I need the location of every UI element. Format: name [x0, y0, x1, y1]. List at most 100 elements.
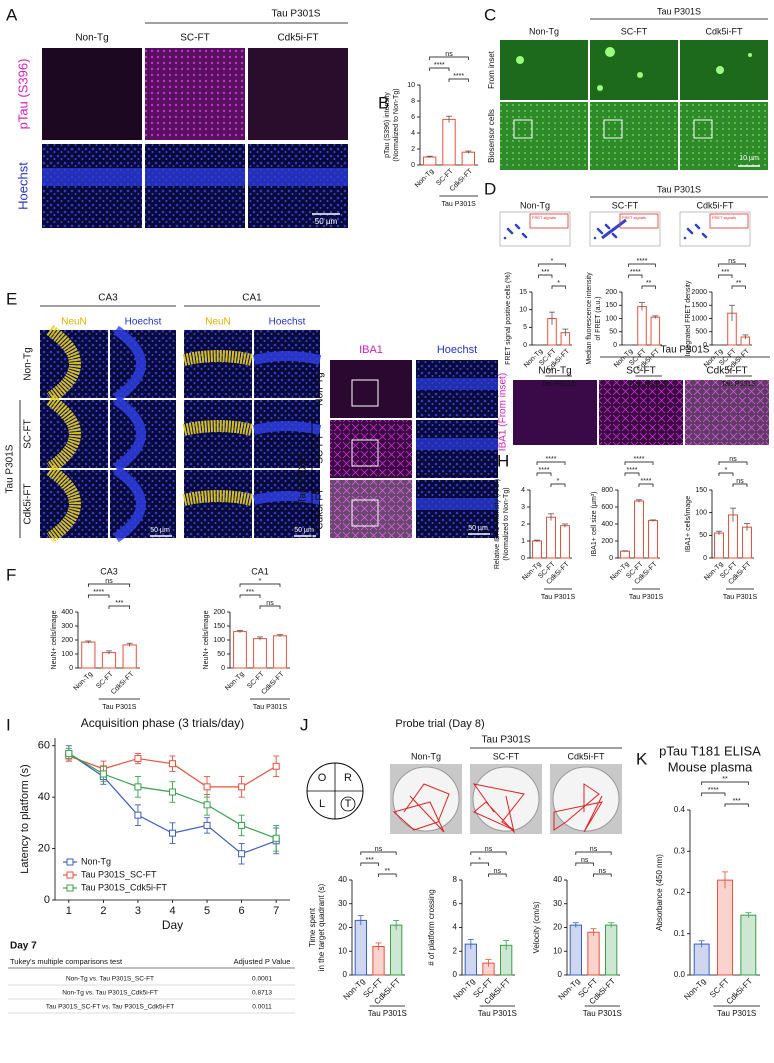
significance-bracket	[575, 862, 594, 866]
image	[42, 48, 142, 140]
group-label: Tau P301S	[723, 594, 758, 601]
label: Tau P301S	[298, 454, 309, 503]
bar	[532, 540, 542, 559]
y-tick-label: 30	[553, 899, 562, 908]
pool	[392, 766, 460, 832]
label: Non-Tg	[538, 366, 571, 377]
y-tick-label: 8	[453, 875, 458, 884]
label: 50 µm	[315, 217, 338, 226]
y-axis-label: (Normalized to Non-Tg)	[503, 487, 510, 560]
bar	[605, 924, 618, 976]
inset-box	[513, 119, 533, 139]
hoechst-layer	[252, 491, 322, 505]
significance-bracket	[448, 78, 469, 82]
y-tick-label: 0.2	[674, 888, 686, 897]
swim-path	[553, 783, 604, 833]
panel-letter: J	[300, 715, 309, 734]
y-tick-label: 100	[213, 637, 225, 644]
label: Hoechst	[15, 162, 30, 210]
bar	[273, 635, 287, 669]
y-tick-label: 400	[61, 609, 73, 616]
y-tick-label: 50	[217, 651, 225, 658]
significance-label: ns	[494, 868, 502, 875]
label: 50 µm	[294, 527, 314, 534]
point	[238, 850, 246, 858]
y-tick-label: 200	[213, 609, 225, 616]
label: Cdk5i-FT	[706, 366, 747, 377]
neun-layer	[182, 490, 254, 506]
y-tick-label: 150	[695, 487, 707, 494]
image	[184, 330, 252, 398]
y-tick-label: 600	[601, 504, 613, 511]
y-tick-label: 10	[407, 82, 415, 89]
y-tick-label: 3	[521, 504, 525, 511]
image	[590, 102, 678, 170]
neun-layer	[46, 465, 81, 543]
y-tick-label: 8	[411, 98, 415, 105]
panel-letter: A	[6, 5, 18, 24]
image	[254, 400, 320, 468]
y-tick-label: 150	[213, 623, 225, 630]
gate-box	[709, 213, 749, 229]
y-tick-label: 800	[601, 487, 613, 494]
label: SC-FT	[626, 366, 655, 377]
y-tick-label: 4	[411, 130, 415, 137]
significance-bracket	[87, 583, 131, 587]
hoechst-layer	[113, 325, 146, 403]
cell-layer	[248, 168, 348, 186]
image	[500, 40, 588, 100]
y-tick-label: 10	[519, 307, 527, 314]
panel-letter: I	[6, 715, 11, 734]
gate-box	[529, 213, 569, 229]
y-tick-label: 20	[38, 842, 50, 854]
significance-label: *	[557, 280, 560, 287]
x-tick-label: Non-Tg	[557, 977, 582, 1002]
y-tick-label: 0.0	[674, 970, 686, 979]
label: SC-FT	[612, 200, 639, 210]
label: Hoechst	[437, 344, 477, 356]
flow-dot	[683, 236, 687, 240]
significance-bracket	[718, 263, 746, 267]
image	[184, 400, 252, 468]
flow-dot	[503, 236, 507, 240]
label: Cdk5i-FT	[315, 488, 326, 529]
y-tick-label: 6	[453, 899, 458, 908]
y-tick-label: 1	[521, 538, 525, 545]
panel-letter: K	[636, 749, 648, 768]
spot	[516, 56, 524, 64]
panel-letter: F	[6, 565, 16, 584]
neun-layer	[182, 350, 254, 366]
significance-bracket	[593, 873, 612, 877]
bar	[742, 526, 752, 559]
x-tick-label: Cdk5i-FT	[725, 976, 755, 1006]
flow-plot	[499, 211, 571, 247]
image	[513, 380, 597, 445]
label: Non-Tg	[411, 751, 441, 761]
y-tick-label: 1500	[691, 302, 707, 309]
flow-dot	[611, 232, 615, 236]
point	[134, 811, 142, 819]
bar	[714, 532, 724, 559]
x-tick-label: 6	[239, 905, 245, 917]
y-tick-label: 0	[703, 555, 707, 562]
panel-letter: E	[6, 289, 17, 308]
significance-bracket	[239, 594, 261, 598]
significance-label: ****	[708, 787, 719, 794]
significance-label: ****	[546, 456, 557, 463]
y-tick-label: 4	[453, 923, 458, 932]
y-axis-label: in the target quadrant (s)	[317, 883, 326, 971]
y-tick-label: 10	[553, 946, 562, 955]
hoechst-layer	[252, 351, 322, 365]
swim-path	[472, 783, 525, 834]
label: FRET signals	[532, 215, 556, 220]
image	[248, 48, 348, 140]
significance-bracket	[538, 263, 566, 267]
x-tick-label: 4	[169, 905, 175, 917]
neun-layer	[182, 420, 254, 436]
y-axis-label: Relative IBA1 intensity (A.U.)	[494, 479, 501, 569]
significance-label: ****	[641, 478, 652, 485]
table-header: Tukey's multiple comparisons test	[10, 957, 123, 966]
spot	[716, 66, 724, 74]
label: CA1	[242, 293, 262, 304]
